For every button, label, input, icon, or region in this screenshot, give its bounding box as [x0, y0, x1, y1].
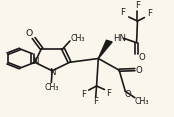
Text: N: N: [32, 57, 39, 66]
Text: O: O: [26, 29, 33, 38]
Text: F: F: [93, 97, 98, 106]
Text: F: F: [106, 89, 111, 97]
Text: F: F: [147, 9, 152, 18]
Text: CH₃: CH₃: [70, 34, 85, 43]
Text: F: F: [120, 8, 125, 17]
Text: F: F: [135, 1, 140, 10]
Text: F: F: [81, 90, 86, 99]
Text: HN: HN: [113, 34, 126, 42]
Text: N: N: [49, 68, 56, 77]
Text: CH₃: CH₃: [135, 97, 149, 106]
Text: O: O: [136, 66, 143, 75]
Polygon shape: [98, 40, 112, 58]
Text: O: O: [125, 90, 131, 99]
Text: O: O: [139, 53, 145, 62]
Text: CH₃: CH₃: [44, 83, 59, 92]
